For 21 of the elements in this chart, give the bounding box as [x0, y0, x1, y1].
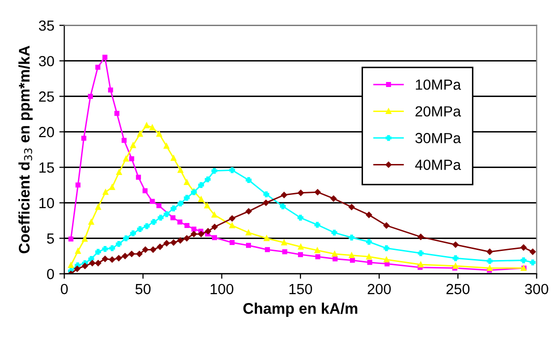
x-tick-label: 100 — [210, 284, 234, 294]
y-tick-label: 20 — [39, 126, 54, 138]
legend-label: 40MPa — [415, 160, 461, 170]
legend-label: 20MPa — [416, 106, 461, 117]
legend-label: 10MPa — [416, 79, 461, 90]
x-tick-label: 50 — [135, 284, 151, 294]
y-tick-label: 30 — [38, 56, 54, 66]
legend-label: 30MPa — [415, 132, 461, 144]
y-tick-label: 5 — [47, 234, 54, 244]
x-tick-label: 200 — [368, 284, 391, 294]
y-tick-label: 25 — [39, 91, 54, 102]
x-tick-label: 150 — [289, 284, 312, 294]
y-tick-label: 15 — [39, 162, 54, 173]
x-tick-label: 250 — [446, 284, 470, 294]
y-tick-label: 10 — [39, 198, 54, 208]
y-tick-label: 0 — [47, 268, 54, 280]
y-tick-label: 35 — [38, 20, 54, 31]
x-tick-label: 300 — [525, 284, 548, 294]
x-tick-label: 0 — [60, 284, 68, 294]
y-axis-title: Coefficient d$_{33}$ en ppm*m/kA — [18, 46, 33, 254]
x-axis-title: Champ en kA/m — [243, 302, 358, 317]
